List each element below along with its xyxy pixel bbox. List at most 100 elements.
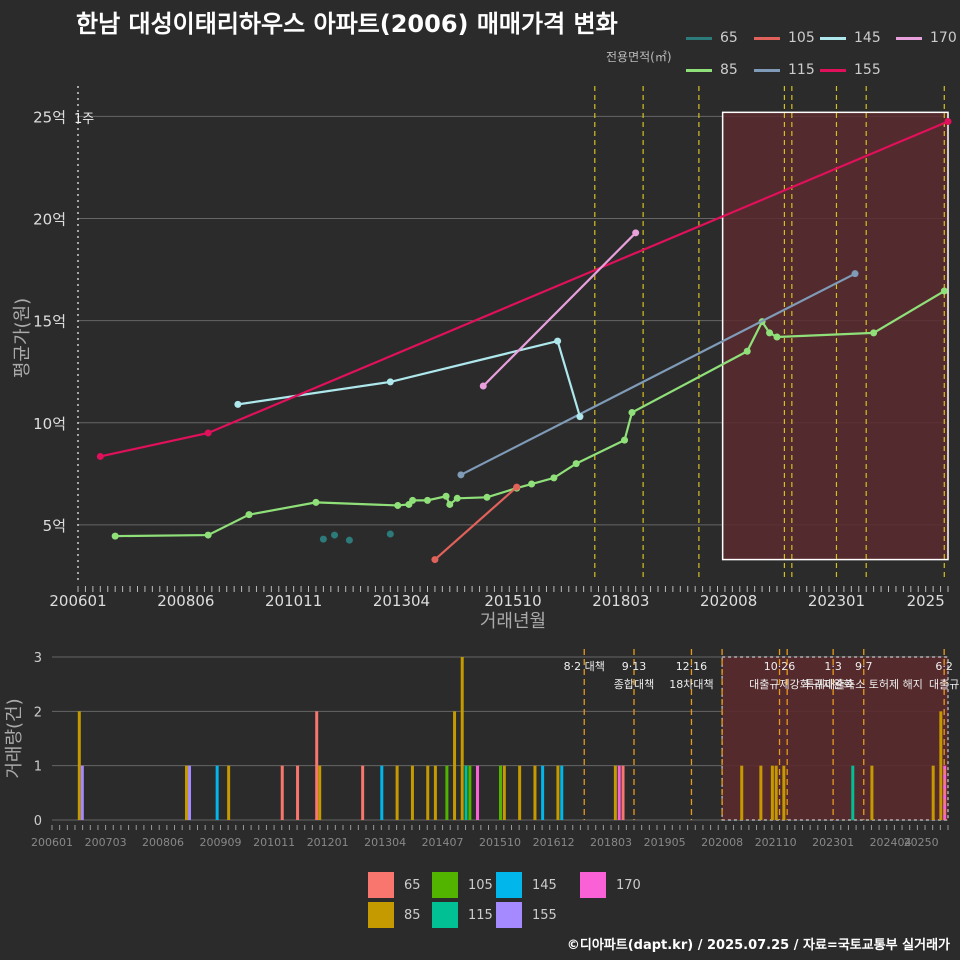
- volume-bar: [770, 765, 774, 820]
- volume-bar: [533, 765, 537, 820]
- x-tick-label: 200909: [199, 836, 241, 849]
- corner-label: 1주: [74, 112, 94, 127]
- volume-bar: [518, 765, 522, 820]
- policy-detail: 규제완화: [813, 678, 853, 691]
- x-tick-label: 2025: [907, 592, 945, 610]
- legend-swatch: [754, 36, 780, 40]
- legend-title: 전용면적(㎡): [606, 50, 672, 64]
- data-point: [851, 270, 859, 278]
- x-tick-label: 202301: [808, 592, 865, 610]
- policy-label: 9·13: [622, 660, 647, 673]
- x-tick-label: 201803: [592, 592, 649, 610]
- policy-label: 6·2: [935, 660, 953, 673]
- series-145: [234, 337, 584, 421]
- legend-swatch: [896, 36, 922, 40]
- legend-label: 145: [854, 30, 881, 46]
- policy-label: 9·7: [855, 660, 873, 673]
- legend-swatch: [820, 36, 846, 40]
- volume-bar: [280, 765, 284, 820]
- bar-legend-item-155: 155: [496, 902, 557, 928]
- legend-label: 155: [854, 62, 881, 78]
- legend-label: 115: [788, 62, 815, 78]
- policy-detail: 대출규: [929, 678, 959, 691]
- volume-bar: [77, 711, 81, 820]
- data-point: [453, 494, 461, 502]
- x-axis-label: 거래년월: [480, 611, 546, 632]
- x-tick-label: 202008: [701, 836, 743, 849]
- data-point: [409, 496, 417, 504]
- bar-legend-item-115: 115: [432, 902, 493, 928]
- volume-bar: [541, 765, 545, 820]
- data-point: [457, 471, 465, 479]
- series-105: [431, 483, 521, 564]
- data-point: [394, 501, 402, 509]
- legend-label: 85: [404, 907, 421, 923]
- data-point: [628, 409, 636, 417]
- volume-bar: [931, 765, 935, 820]
- policy-label: 1·3: [824, 660, 842, 673]
- legend-item-105: 105: [754, 30, 815, 46]
- bar-legend-item-145: 145: [496, 872, 557, 898]
- legend-label: 170: [616, 877, 641, 893]
- legend-label: 145: [532, 877, 557, 893]
- volume-bar: [499, 765, 502, 820]
- volume-bar: [782, 765, 786, 820]
- volume-bar: [227, 765, 231, 820]
- volume-bar: [426, 765, 430, 820]
- y-tick-label: 2: [34, 705, 42, 720]
- series-line: [434, 486, 518, 561]
- data-point: [345, 536, 353, 544]
- volume-bar: [410, 765, 414, 820]
- x-tick-label: 201510: [484, 592, 541, 610]
- legend-label: 65: [720, 30, 738, 46]
- legend-swatch: [368, 872, 394, 898]
- data-point: [940, 287, 948, 295]
- series-115: [457, 270, 859, 479]
- volume-bar: [80, 765, 84, 820]
- legend-swatch: [432, 872, 458, 898]
- legend-item-115: 115: [754, 62, 815, 78]
- series-65: [319, 530, 394, 544]
- data-point: [554, 337, 562, 345]
- x-tick-label: 202404: [870, 836, 912, 849]
- y-tick-label: 5억: [43, 517, 66, 535]
- data-point: [621, 436, 629, 444]
- data-point: [446, 500, 454, 508]
- x-tick-label: 201011: [265, 592, 322, 610]
- data-point: [312, 498, 320, 506]
- bar-legend-item-170: 170: [580, 872, 641, 898]
- series-170: [479, 229, 640, 390]
- data-point: [743, 347, 751, 355]
- x-tick-label: 202301: [812, 836, 854, 849]
- y-tick-label: 0: [34, 814, 42, 829]
- data-point: [204, 429, 212, 437]
- policy-label: 12·16: [676, 660, 708, 673]
- y-tick-label: 10억: [33, 415, 66, 433]
- legend-swatch: [580, 872, 606, 898]
- legend-label: 105: [468, 877, 493, 893]
- legend-swatch: [820, 68, 846, 72]
- data-point: [576, 413, 584, 421]
- volume-bar: [460, 657, 464, 820]
- volume-bar: [185, 765, 189, 820]
- x-tick-label: 201304: [364, 836, 406, 849]
- x-tick-label: 201011: [253, 836, 295, 849]
- volume-bar: [380, 765, 384, 820]
- legend-swatch: [432, 902, 458, 928]
- data-point: [773, 333, 781, 341]
- legend-label: 65: [404, 877, 421, 893]
- bar-legend-item-85: 85: [368, 902, 421, 928]
- volume-bar: [774, 765, 778, 820]
- data-point: [632, 229, 640, 237]
- footer-credit: ©디아파트(dapt.kr) / 2025.07.25 / 자료=국토교통부 실…: [566, 938, 950, 953]
- legend-swatch: [496, 902, 522, 928]
- data-point: [479, 382, 487, 390]
- volume-bar: [476, 765, 480, 820]
- volume-bar: [445, 765, 449, 820]
- y-axis-label: 거래량(건): [4, 698, 25, 778]
- policy-detail: 특례대출축소 토허제 해지: [805, 677, 923, 691]
- x-tick-label: 201803: [590, 836, 632, 849]
- volume-bar: [468, 765, 472, 820]
- data-point: [550, 474, 558, 482]
- y-tick-label: 20억: [33, 211, 66, 229]
